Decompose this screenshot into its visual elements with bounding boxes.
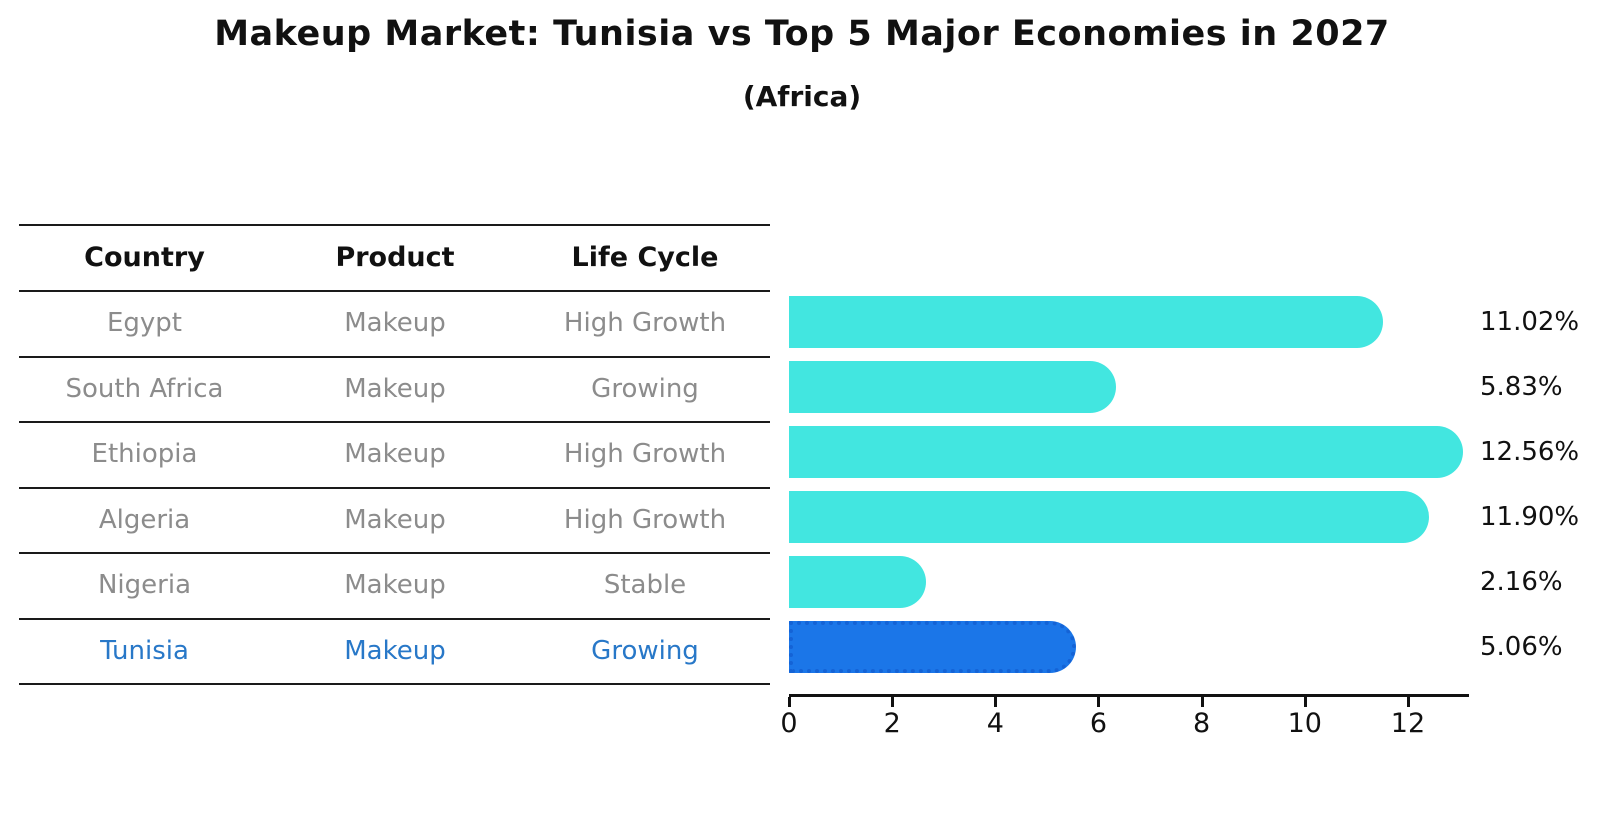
bar-algeria xyxy=(789,491,1429,543)
x-axis-tick xyxy=(1303,697,1307,707)
column-header-product: Product xyxy=(335,241,455,273)
table-row-ethiopia: Ethiopia Makeup High Growth xyxy=(19,421,770,487)
table-border-line xyxy=(19,421,770,423)
product-cell: Makeup xyxy=(344,374,446,404)
bar-nigeria xyxy=(789,556,927,608)
product-cell: Makeup xyxy=(344,308,446,338)
country-cell: Nigeria xyxy=(97,570,192,600)
table-row-egypt: Egypt Makeup High Growth xyxy=(19,290,770,356)
x-axis-line xyxy=(789,694,1469,697)
life-cycle-cell: High Growth xyxy=(563,308,727,338)
x-axis-tick-label: 8 xyxy=(1193,708,1211,739)
table-border-line xyxy=(19,290,770,292)
table-row-tunisia: Tunisia Makeup Growing xyxy=(19,618,770,684)
x-axis-tick-label: 12 xyxy=(1390,708,1426,739)
x-axis-tick xyxy=(788,697,791,707)
value-label: 5.83% xyxy=(1480,372,1563,402)
column-header-life-cycle: Life Cycle xyxy=(571,241,719,273)
x-axis-tick-label: 6 xyxy=(1089,708,1108,739)
bar-tunisia xyxy=(789,621,1076,673)
product-cell: Makeup xyxy=(344,570,446,600)
life-cycle-cell: Growing xyxy=(591,374,699,404)
bar-south-africa xyxy=(789,361,1116,413)
table-border-line xyxy=(19,224,770,226)
x-axis-tick xyxy=(1200,697,1204,707)
country-cell: Ethiopia xyxy=(91,439,198,469)
x-axis-tick xyxy=(891,697,895,707)
table-border-line xyxy=(19,618,770,620)
product-cell: Makeup xyxy=(344,439,446,469)
life-cycle-cell: Stable xyxy=(603,570,687,600)
life-cycle-cell: Growing xyxy=(591,636,699,666)
value-label: 11.02% xyxy=(1480,307,1580,337)
x-axis-tick xyxy=(1406,697,1410,707)
x-axis-tick-label: 4 xyxy=(986,708,1004,739)
product-cell: Makeup xyxy=(344,636,446,666)
bar-egypt xyxy=(789,296,1384,348)
value-label: 12.56% xyxy=(1480,437,1580,467)
table-row-south-africa: South Africa Makeup Growing xyxy=(19,356,770,422)
x-axis-tick xyxy=(994,697,998,707)
chart-subtitle: (Africa) xyxy=(742,80,862,113)
country-cell: Tunisia xyxy=(100,636,189,666)
value-label: 11.90% xyxy=(1480,502,1580,532)
x-axis-tick-label: 0 xyxy=(780,708,798,739)
chart-title: Makeup Market: Tunisia vs Top 5 Major Ec… xyxy=(214,14,1390,54)
country-cell: Algeria xyxy=(98,505,191,535)
table-border-line xyxy=(19,356,770,358)
x-axis-tick-label: 10 xyxy=(1287,708,1322,739)
column-header-country: Country xyxy=(84,241,205,273)
table-border-line xyxy=(19,487,770,489)
life-cycle-cell: High Growth xyxy=(563,439,727,469)
product-cell: Makeup xyxy=(344,505,446,535)
bar-ethiopia xyxy=(789,426,1463,478)
value-label: 2.16% xyxy=(1480,567,1563,597)
x-axis-tick xyxy=(1097,697,1101,707)
life-cycle-cell: High Growth xyxy=(563,505,727,535)
table-border-line xyxy=(19,683,770,685)
x-axis-tick-label: 2 xyxy=(883,708,901,739)
value-label: 5.06% xyxy=(1480,632,1563,662)
country-cell: South Africa xyxy=(65,374,224,404)
country-cell: Egypt xyxy=(106,308,183,338)
table-row-nigeria: Nigeria Makeup Stable xyxy=(19,552,770,618)
table-header-row: Country Product Life Cycle xyxy=(19,224,770,290)
table-border-line xyxy=(19,552,770,554)
table-row-algeria: Algeria Makeup High Growth xyxy=(19,487,770,553)
